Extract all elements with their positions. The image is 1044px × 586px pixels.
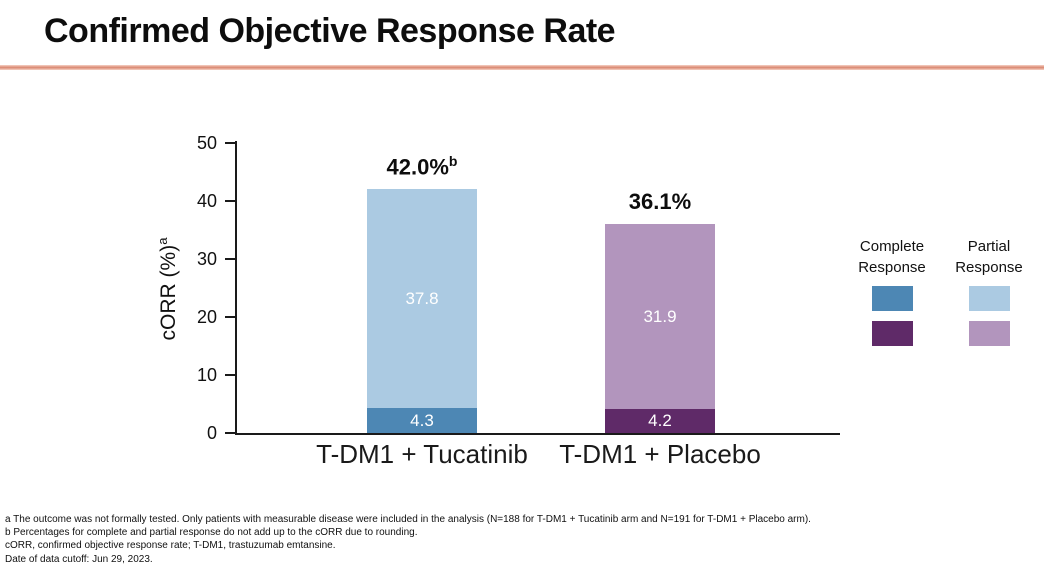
y-axis-label: cORR (%)a (155, 189, 185, 389)
y-tick-label: 20 (196, 307, 217, 327)
y-tick-mark (225, 432, 235, 434)
y-tick-label: 30 (196, 249, 217, 269)
footnotes: a The outcome was not formally tested. O… (5, 513, 1040, 566)
legend-header: Partial Response (955, 236, 1023, 278)
segment-value-label: 4.3 (410, 411, 434, 431)
legend-swatch-partial-tucatinib (968, 286, 1010, 311)
segment-value-label: 31.9 (643, 306, 677, 326)
y-axis-label-superscript: a (155, 237, 170, 245)
y-tick-mark (225, 142, 235, 144)
legend: Complete Response Partial Response (848, 236, 1033, 356)
legend-swatch-complete-tucatinib (871, 286, 913, 311)
legend-header-line1: Complete (859, 238, 925, 255)
y-tick-mark (225, 316, 235, 318)
y-axis-line (235, 141, 237, 435)
y-tick-mark (225, 374, 235, 376)
footnote-abbreviations: cORR, confirmed objective response rate;… (5, 540, 336, 552)
y-tick-mark (225, 200, 235, 202)
bar-placebo: 31.9 4.2 (605, 223, 715, 433)
legend-column-partial-response: Partial Response (945, 236, 1033, 356)
y-tick-label: 10 (196, 365, 217, 385)
legend-header-line2: Response (955, 259, 1023, 276)
y-tick-label: 0 (206, 423, 217, 443)
segment-value-label: 37.8 (405, 288, 439, 308)
plot-area: 0 10 20 30 40 50 37.8 4.3 42.0%b T-DM1 + Tucatini… (197, 133, 840, 469)
y-tick-mark (225, 258, 235, 260)
footnote-b: b Percentages for complete and partial r… (5, 527, 418, 539)
segment-complete-response: 4.2 (605, 408, 715, 433)
footnote-data-cutoff: Date of data cutoff: Jun 29, 2023. (5, 553, 153, 565)
bar-total-label: 36.1% (628, 188, 692, 214)
legend-header-line2: Response (858, 259, 926, 276)
segment-partial-response: 31.9 (605, 223, 715, 409)
y-tick-label: 40 (196, 191, 217, 211)
y-tick-label: 50 (196, 133, 217, 153)
legend-swatch-complete-placebo (871, 321, 913, 346)
segment-partial-response: 37.8 (367, 188, 477, 409)
x-category-label: T-DM1 + Tucatinib (316, 439, 528, 469)
segment-complete-response: 4.3 (367, 408, 477, 433)
legend-swatch-partial-placebo (968, 321, 1010, 346)
x-axis-line (235, 433, 840, 435)
x-category-label: T-DM1 + Placebo (559, 439, 761, 469)
bar-total-label: 42.0%b (386, 152, 458, 179)
legend-header: Complete Response (858, 236, 926, 278)
y-axis-label-text: cORR (%) (157, 244, 180, 341)
title-accent-rule (0, 65, 1044, 70)
legend-column-complete-response: Complete Response (848, 236, 936, 356)
segment-value-label: 4.2 (648, 411, 672, 431)
page-title: Confirmed Objective Response Rate (44, 12, 616, 50)
bar-tucatinib: 37.8 4.3 (367, 188, 477, 433)
footnote-a: a The outcome was not formally tested. O… (5, 514, 811, 525)
legend-header-line1: Partial (967, 238, 1011, 255)
